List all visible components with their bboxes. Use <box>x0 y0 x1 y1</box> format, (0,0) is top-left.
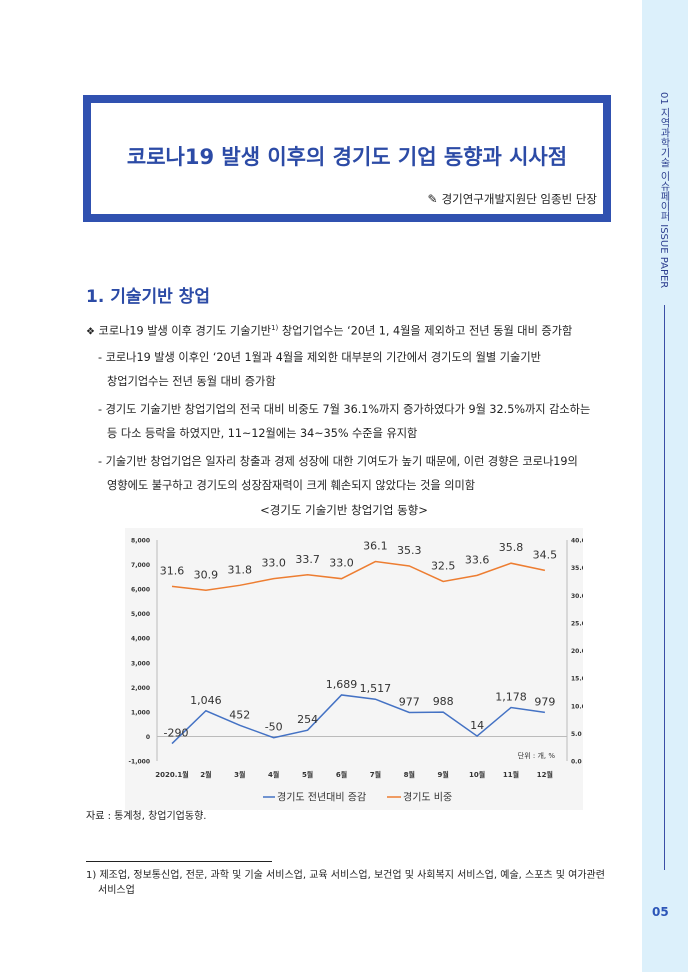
x-tick-label: 3월 <box>234 770 245 779</box>
right-tick-label: 30.0 <box>571 593 583 600</box>
left-tick-label: 2,000 <box>131 685 150 692</box>
data-label: 35.3 <box>397 544 422 557</box>
diamond-cluster-icon: ❖ <box>86 326 95 338</box>
data-label: 31.8 <box>228 563 253 576</box>
right-tick-label: 15.0 <box>571 676 583 683</box>
sub-bullet: - 코로나19 발생 이후인 ‘20년 1월과 4월을 제외한 대부분의 기간에… <box>98 346 541 394</box>
x-tick-label: 10월 <box>469 770 485 779</box>
pen-icon: ✎ <box>427 192 438 206</box>
section-heading: 1. 기술기반 창업 <box>86 287 210 307</box>
data-label: 34.5 <box>533 548 558 561</box>
sub-bullet: - 기술기반 창업기업은 일자리 창출과 경제 성장에 대한 기여도가 높기 때… <box>98 450 578 498</box>
x-tick-label: 5월 <box>302 770 313 779</box>
source-note: 자료 : 통계청, 창업기업동향. <box>86 811 207 822</box>
footnote-divider <box>86 861 272 862</box>
author-name: 경기연구개발지원단 임종빈 단장 <box>441 192 597 206</box>
legend-label: 경기도 비중 <box>403 791 452 804</box>
x-tick-label: 7월 <box>370 770 381 779</box>
unit-note: 단위 : 개, % <box>518 751 556 760</box>
sub-line: - 코로나19 발생 이후인 ‘20년 1월과 4월을 제외한 대부분의 기간에… <box>98 351 541 364</box>
x-tick-label: 8월 <box>404 770 415 779</box>
footnote-line: 서비스업 <box>98 885 135 896</box>
sidebar-section-label: 01 지역과학기술 이슈페이퍼 ISSUE PAPER <box>658 92 669 289</box>
x-tick-label: 9월 <box>438 770 449 779</box>
right-tick-label: 25.0 <box>571 620 583 627</box>
sidebar <box>642 0 688 972</box>
right-tick-label: 20.0 <box>571 648 583 655</box>
chart: 8,000 7,000 6,000 5,000 4,000 3,000 2,000 1,000… <box>125 528 586 810</box>
page-number: 05 <box>652 905 669 919</box>
data-label: 1,178 <box>495 691 527 704</box>
bullet-text-cont: 창업기업수는 ‘20년 1, 4월을 제외하고 전년 동월 대비 증가함 <box>278 324 573 338</box>
x-tick-label: 11월 <box>503 770 519 779</box>
left-tick-label: 5,000 <box>131 611 150 618</box>
left-tick-label: 3,000 <box>131 660 150 667</box>
bullet-text: 코로나19 발생 이후 경기도 기술기반 <box>98 324 272 338</box>
data-label: 979 <box>534 695 555 708</box>
right-tick-label: 5.0 <box>571 731 582 738</box>
footnote-line: 1) 제조업, 정보통신업, 전문, 과학 및 기술 서비스업, 교육 서비스업… <box>86 870 605 881</box>
author-line: ✎ 경기연구개발지원단 임종빈 단장 <box>428 191 598 207</box>
data-label: 452 <box>229 708 250 721</box>
data-label: 30.9 <box>194 568 219 581</box>
sub-line: 등 다소 등락을 하였지만, 11~12월에는 34~35% 수준을 유지함 <box>107 427 418 440</box>
x-tick-label: 12월 <box>537 770 553 779</box>
data-label: 1,517 <box>360 682 392 695</box>
sidebar-divider <box>664 305 665 870</box>
left-tick-label: 8,000 <box>131 538 150 545</box>
x-tick-label: 2020.1월 <box>155 770 188 779</box>
data-label: 14 <box>470 719 484 732</box>
footnote-ref[interactable]: 1) <box>271 324 279 332</box>
sub-line: - 경기도 기술기반 창업기업의 전국 대비 비중도 7월 36.1%까지 증가… <box>98 403 591 416</box>
data-label: -290 <box>164 727 189 740</box>
left-tick-label: 1,000 <box>131 709 150 716</box>
sub-line: 창업기업수는 전년 동월 대비 증가함 <box>107 375 276 388</box>
data-label: 254 <box>297 713 318 726</box>
x-tick-label: 2월 <box>200 770 211 779</box>
title-box: 코로나19 발생 이후의 경기도 기업 동향과 시사점 ✎ 경기연구개발지원단 임… <box>83 95 611 222</box>
series-line-1 <box>171 560 546 592</box>
right-tick-label: 10.0 <box>571 703 583 710</box>
data-label: 36.1 <box>363 540 388 553</box>
sub-line: 영향에도 불구하고 경기도의 성장잠재력이 크게 훼손되지 않았다는 것을 의미… <box>107 479 476 492</box>
footnote: 1) 제조업, 정보통신업, 전문, 과학 및 기술 서비스업, 교육 서비스업… <box>86 868 626 898</box>
left-tick-label: 7,000 <box>131 562 150 569</box>
chart-svg: 8,000 7,000 6,000 5,000 4,000 3,000 2,000 1,000… <box>129 538 586 804</box>
legend-label: 경기도 전년대비 증감 <box>277 791 366 804</box>
data-label: 31.6 <box>160 564 185 577</box>
right-tick-label: 35.0 <box>571 565 583 572</box>
left-tick-label: 0 <box>146 734 150 741</box>
data-label: -50 <box>265 721 283 734</box>
data-label: 33.0 <box>261 557 286 570</box>
data-label: 33.7 <box>295 553 320 566</box>
data-label: 988 <box>433 695 454 708</box>
sub-bullet: - 경기도 기술기반 창업기업의 전국 대비 비중도 7월 36.1%까지 증가… <box>98 398 590 446</box>
data-label: 33.6 <box>465 553 490 566</box>
right-tick-label: 0.0 <box>571 759 582 766</box>
x-tick-label: 6월 <box>336 770 347 779</box>
left-tick-label: -1,000 <box>129 759 150 766</box>
main-bullet: ❖ 코로나19 발생 이후 경기도 기술기반1) 창업기업수는 ‘20년 1, … <box>86 316 572 345</box>
data-label: 1,046 <box>190 694 222 707</box>
data-label: 1,689 <box>326 678 358 691</box>
data-label: 35.8 <box>499 541 524 554</box>
x-tick-label: 4월 <box>268 770 279 779</box>
left-tick-label: 6,000 <box>131 587 150 594</box>
data-label: 977 <box>399 695 420 708</box>
data-label: 33.0 <box>329 557 354 570</box>
page-title: 코로나19 발생 이후의 경기도 기업 동향과 시사점 <box>126 145 568 169</box>
right-tick-label: 40.0 <box>571 538 583 545</box>
data-label: 32.5 <box>431 559 456 572</box>
series-line-0 <box>171 694 546 745</box>
chart-title: <경기도 기술기반 창업기업 동향> <box>260 503 428 517</box>
left-tick-label: 4,000 <box>131 636 150 643</box>
sub-line: - 기술기반 창업기업은 일자리 창출과 경제 성장에 대한 기여도가 높기 때… <box>98 455 578 468</box>
